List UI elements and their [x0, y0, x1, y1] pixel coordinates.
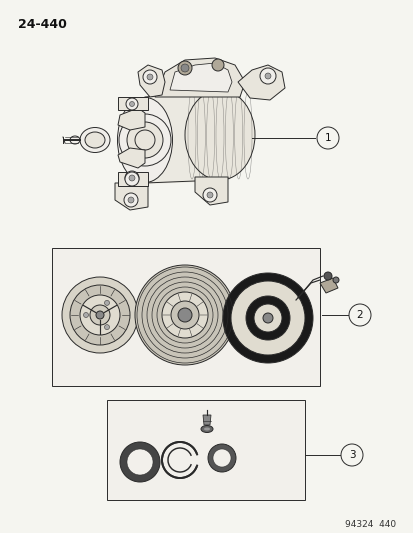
- Ellipse shape: [204, 427, 209, 431]
- Circle shape: [180, 64, 189, 72]
- Polygon shape: [118, 172, 147, 186]
- Circle shape: [96, 311, 104, 319]
- Circle shape: [62, 277, 138, 353]
- Circle shape: [171, 301, 199, 329]
- Circle shape: [135, 265, 235, 365]
- Circle shape: [245, 296, 289, 340]
- Circle shape: [348, 304, 370, 326]
- Polygon shape: [237, 65, 284, 100]
- Ellipse shape: [70, 136, 80, 144]
- Circle shape: [207, 444, 235, 472]
- Polygon shape: [170, 63, 231, 92]
- Circle shape: [104, 325, 109, 329]
- Ellipse shape: [185, 90, 254, 180]
- Circle shape: [119, 114, 171, 166]
- Circle shape: [262, 313, 272, 323]
- Circle shape: [126, 98, 138, 110]
- Wedge shape: [180, 455, 199, 465]
- Ellipse shape: [201, 425, 212, 432]
- Circle shape: [340, 444, 362, 466]
- Circle shape: [124, 193, 138, 207]
- Polygon shape: [118, 108, 145, 130]
- Text: 1: 1: [324, 133, 330, 143]
- Circle shape: [259, 68, 275, 84]
- Circle shape: [223, 273, 312, 363]
- Ellipse shape: [85, 132, 105, 148]
- Wedge shape: [180, 456, 190, 464]
- Circle shape: [142, 70, 157, 84]
- Circle shape: [120, 442, 159, 482]
- Circle shape: [147, 74, 153, 80]
- Circle shape: [161, 292, 207, 338]
- Circle shape: [202, 188, 216, 202]
- Circle shape: [264, 73, 271, 79]
- Text: 24-440: 24-440: [18, 18, 67, 31]
- Polygon shape: [195, 177, 228, 205]
- Circle shape: [129, 175, 135, 181]
- Circle shape: [178, 308, 192, 322]
- Polygon shape: [118, 97, 147, 110]
- Circle shape: [323, 272, 331, 280]
- Polygon shape: [115, 183, 147, 210]
- Polygon shape: [319, 278, 337, 293]
- Polygon shape: [138, 65, 165, 97]
- Text: 94324  440: 94324 440: [344, 520, 395, 529]
- Circle shape: [212, 449, 230, 467]
- Circle shape: [125, 171, 139, 185]
- Polygon shape: [118, 148, 145, 168]
- Circle shape: [70, 285, 130, 345]
- Circle shape: [178, 61, 192, 75]
- Bar: [107, 400, 304, 500]
- Circle shape: [127, 122, 163, 158]
- Circle shape: [80, 295, 120, 335]
- Circle shape: [90, 305, 110, 325]
- Circle shape: [125, 172, 139, 186]
- Polygon shape: [154, 58, 244, 97]
- Circle shape: [129, 101, 134, 107]
- Circle shape: [83, 312, 88, 318]
- Ellipse shape: [117, 98, 172, 182]
- Text: 2: 2: [356, 310, 363, 320]
- Circle shape: [230, 281, 304, 355]
- Bar: [52, 248, 319, 386]
- Polygon shape: [202, 415, 211, 425]
- Text: 3: 3: [348, 450, 354, 460]
- Ellipse shape: [80, 127, 110, 152]
- Circle shape: [316, 127, 338, 149]
- Circle shape: [254, 304, 281, 332]
- Circle shape: [168, 448, 192, 472]
- Circle shape: [127, 449, 153, 475]
- Circle shape: [206, 192, 212, 198]
- Circle shape: [128, 197, 134, 203]
- Circle shape: [332, 277, 338, 283]
- Circle shape: [211, 59, 223, 71]
- Circle shape: [104, 301, 109, 305]
